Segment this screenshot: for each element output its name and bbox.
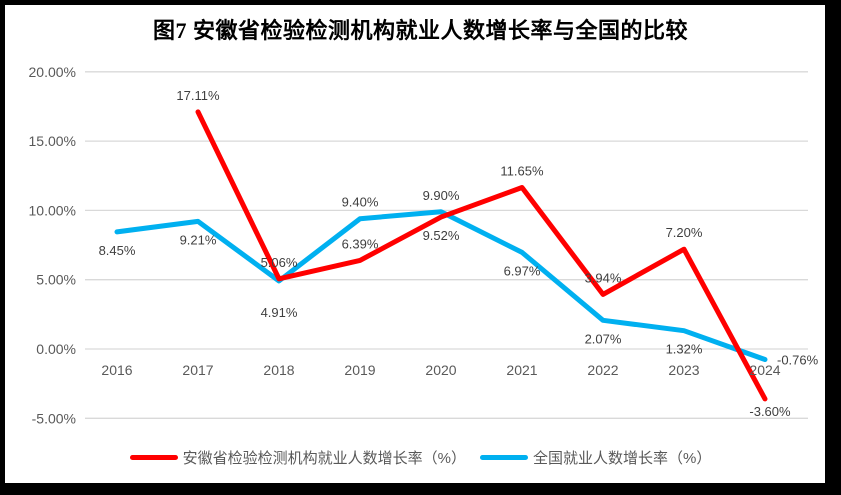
x-axis-year-label: 2016 <box>101 362 132 378</box>
anhui-series-swatch-icon <box>129 455 178 460</box>
chart-legend: 安徽省检验检测机构就业人数增长率（%） 全国就业人数增长率（%） <box>0 447 841 468</box>
y-axis-tick-label: 15.00% <box>29 133 76 149</box>
x-axis-year-label: 2021 <box>506 362 537 378</box>
legend-label-anhui: 安徽省检验检测机构就业人数增长率（%） <box>182 450 466 467</box>
national-data-label: 6.97% <box>504 263 541 278</box>
anhui-data-label: 11.65% <box>500 164 544 179</box>
y-axis-tick-label: 0.00% <box>36 341 76 357</box>
anhui-series-line <box>195 109 768 402</box>
anhui-data-label: 6.39% <box>342 236 379 251</box>
national-series-swatch-icon <box>480 455 528 460</box>
anhui-data-label: 7.20% <box>666 225 703 240</box>
anhui-data-label: 9.52% <box>423 228 460 243</box>
legend-item-anhui: 安徽省检验检测机构就业人数增长率（%） <box>129 447 466 468</box>
x-axis-year-label: 2020 <box>425 362 456 378</box>
y-axis-tick-label: -5.00% <box>32 410 76 426</box>
x-axis-year-label: 2019 <box>344 362 375 378</box>
x-axis-year-label: 2017 <box>182 362 213 378</box>
anhui-data-label: 5.06% <box>261 255 298 270</box>
y-axis-tick-label: 5.00% <box>36 272 76 288</box>
chart-title: 图7 安徽省检验检测机构就业人数增长率与全国的比较 <box>152 18 688 43</box>
anhui-data-label: 17.11% <box>176 88 220 103</box>
chart-canvas <box>5 5 825 483</box>
y-axis-tick-label: 20.00% <box>29 64 76 80</box>
anhui-data-label: -3.60% <box>749 404 791 419</box>
x-axis-year-label: 2024 <box>749 362 780 378</box>
x-axis-year-label: 2023 <box>668 362 699 378</box>
national-data-label: 2.07% <box>585 331 622 346</box>
national-data-label: 4.91% <box>261 305 298 320</box>
x-axis-year-label: 2018 <box>263 362 294 378</box>
national-data-label: 9.40% <box>342 195 379 210</box>
x-axis-year-label: 2022 <box>587 362 618 378</box>
national-data-label: 8.45% <box>99 243 136 258</box>
anhui-data-label: 3.94% <box>585 270 622 285</box>
legend-label-national: 全国就业人数增长率（%） <box>533 450 712 467</box>
national-series-line <box>114 209 768 363</box>
legend-item-national: 全国就业人数增长率（%） <box>480 447 711 468</box>
y-axis-tick-label: 10.00% <box>29 202 76 218</box>
national-data-label: 9.90% <box>423 188 460 203</box>
national-data-label: 1.32% <box>666 342 703 357</box>
national-data-label: 9.21% <box>180 232 217 247</box>
national-data-label: -0.76% <box>777 353 819 368</box>
